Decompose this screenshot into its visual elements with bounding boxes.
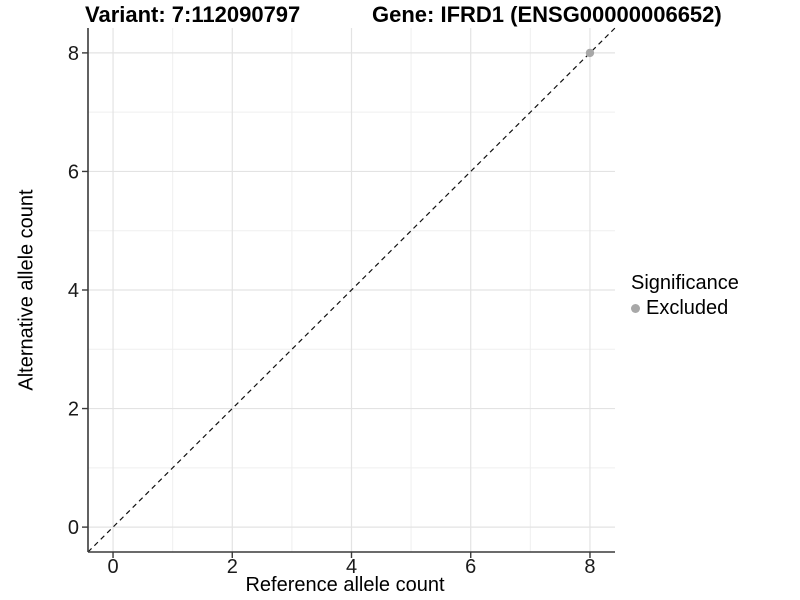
plot-title-variant: Variant: 7:112090797 — [85, 2, 301, 27]
legend: Significance Excluded — [631, 272, 739, 319]
x-tick-label: 4 — [346, 556, 357, 578]
data-point — [585, 48, 595, 58]
y-axis-title: Alternative allele count — [15, 189, 38, 391]
y-tick-label: 4 — [68, 280, 79, 302]
x-tick-label: 2 — [227, 556, 238, 578]
legend-label: Excluded — [646, 297, 729, 319]
y-tick-label: 2 — [68, 399, 79, 421]
plot-title-gene: Gene: IFRD1 (ENSG00000006652) — [372, 2, 722, 27]
x-axis-title: Reference allele count — [245, 574, 445, 596]
legend-title: Significance — [631, 272, 739, 294]
legend-entries: Excluded — [631, 297, 739, 319]
identity-line — [87, 27, 616, 553]
y-tick-label: 6 — [68, 161, 79, 183]
x-tick-label: 8 — [584, 556, 595, 578]
x-tick-label: 6 — [465, 556, 476, 578]
y-tick-label: 8 — [68, 43, 79, 65]
x-tick-label: 0 — [107, 556, 118, 578]
y-tick-label: 0 — [68, 517, 79, 539]
legend-point-icon — [631, 303, 640, 313]
legend-entry: Excluded — [631, 297, 739, 319]
